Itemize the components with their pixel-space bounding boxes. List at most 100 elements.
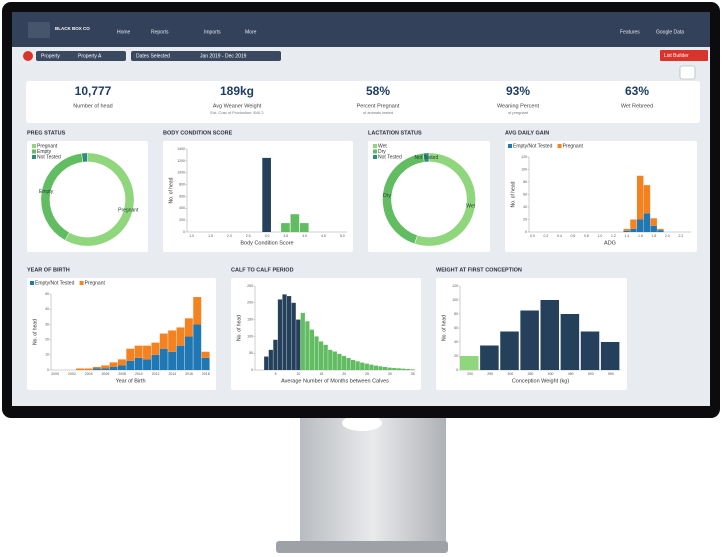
bar-segment — [92, 366, 101, 369]
slice-label: Wet — [466, 203, 475, 209]
bar-segment — [109, 366, 118, 370]
nav-item[interactable]: Google Data — [656, 29, 684, 35]
kpi-sub: of animals tested — [363, 110, 393, 115]
bar — [480, 345, 499, 370]
bar-segment — [643, 213, 651, 232]
bar-segment — [643, 185, 651, 214]
chart-title: YEAR OF BIRTH — [27, 267, 70, 273]
bar — [281, 223, 290, 232]
x-tick-label: 2004 — [85, 372, 93, 376]
x-tick-label: 2.0 — [227, 234, 232, 238]
y-axis-title: No. of head — [32, 319, 38, 345]
x-tick-label: 1.0 — [189, 234, 194, 238]
y-tick-label: 250 — [247, 284, 253, 288]
bar — [360, 362, 365, 370]
nav-item[interactable]: Reports — [151, 29, 169, 35]
dates-value: Jan 2019 - Dec 2019 — [200, 53, 247, 59]
y-tick-label: 30 — [45, 322, 49, 326]
kpi-value: 10,777 — [75, 84, 112, 98]
x-tick-label: 35 — [411, 372, 415, 376]
legend-label: Empty — [37, 149, 52, 155]
kpi-row: 10,777 Number of head 189kg Avg Weaner Weig… — [73, 84, 653, 115]
bar-segment — [176, 327, 185, 346]
y-tick-label: 20 — [523, 217, 527, 221]
bar — [373, 365, 379, 370]
property-select[interactable] — [36, 51, 126, 61]
bar-segment — [623, 228, 630, 231]
date-select[interactable] — [131, 51, 281, 61]
x-tick-label: 5 — [275, 372, 277, 376]
y-axis-title: No. of head — [441, 315, 447, 341]
donut-slice — [81, 152, 88, 163]
stand-neck — [300, 415, 446, 543]
chart-title: PREG STATUS — [27, 130, 66, 136]
x-tick-label: 20 — [342, 372, 346, 376]
property-value: Property A — [78, 53, 102, 59]
bar-segment — [193, 324, 202, 370]
refresh-button[interactable] — [679, 65, 696, 80]
list-builder-button[interactable] — [660, 50, 708, 61]
x-tick-label: 2012 — [152, 372, 160, 376]
bar — [364, 363, 369, 370]
x-axis-title: Average Number of Months between Calves — [281, 378, 389, 384]
property-label: Property — [41, 53, 60, 59]
bar-segment — [84, 368, 93, 370]
kpi-sub: of pregnant — [508, 110, 529, 115]
property-icon — [23, 51, 33, 61]
y-tick-label: 10 — [45, 353, 49, 357]
legend-swatch — [373, 155, 377, 159]
legend-label: Wet — [378, 143, 387, 149]
kpi-label: Wet Rebreed — [621, 103, 653, 109]
legend-swatch — [32, 149, 36, 154]
kpi-sub: Est. Cost of Production: $40.2 — [210, 110, 264, 115]
bar-segment — [657, 230, 664, 232]
bar — [328, 349, 333, 370]
bar — [291, 302, 296, 370]
bar-segment — [159, 333, 168, 349]
bar — [319, 341, 324, 370]
x-tick-label: 0.8 — [584, 234, 589, 238]
legend-swatch — [32, 155, 36, 159]
donut-slice — [422, 152, 430, 163]
legend-swatch — [79, 281, 84, 285]
bar — [282, 294, 287, 370]
nav-item[interactable]: Features — [620, 29, 640, 35]
legend-label: Not Tested — [37, 154, 61, 160]
nav-item[interactable]: More — [245, 29, 257, 35]
y-tick-label: 400 — [179, 206, 185, 210]
bar-segment — [126, 348, 135, 361]
bar — [580, 331, 600, 370]
y-axis-title: No. of head — [168, 177, 174, 203]
legend-label: Dry — [378, 149, 386, 155]
chart-title: CALF TO CALF PERIOD — [231, 267, 294, 273]
bar — [273, 339, 278, 370]
bar-segment — [176, 345, 185, 370]
chart-title: WEIGHT AT FIRST CONCEPTION — [436, 267, 522, 273]
nav-item[interactable]: Imports — [204, 29, 221, 35]
y-tick-label: 0 — [525, 230, 527, 234]
x-tick-label: 2016 — [185, 372, 193, 376]
kpi-label: Number of head — [73, 103, 112, 109]
bar — [378, 366, 383, 370]
bar-segment — [151, 354, 160, 370]
legend-swatch — [373, 144, 377, 148]
x-tick-label: 0.6 — [570, 234, 575, 238]
bar-segment — [637, 219, 644, 232]
chart-card — [231, 278, 421, 390]
bar — [262, 157, 271, 232]
bar — [309, 329, 315, 370]
slice-label: Not Tested — [414, 155, 438, 161]
x-tick-label: 400 — [548, 372, 554, 376]
x-tick-label: 2006 — [101, 372, 109, 376]
bar-segment — [201, 351, 210, 358]
y-tick-label: 60 — [454, 326, 458, 330]
nav-item[interactable]: Home — [117, 29, 131, 35]
x-tick-label: 2000 — [51, 372, 59, 376]
kpi-label: Avg Weaner Weight — [213, 103, 262, 109]
legend-swatch — [32, 144, 36, 148]
y-tick-label: 800 — [179, 182, 185, 186]
y-tick-label: 60 — [523, 192, 527, 196]
x-tick-label: 2.5 — [246, 234, 251, 238]
bar-segment — [143, 359, 152, 370]
